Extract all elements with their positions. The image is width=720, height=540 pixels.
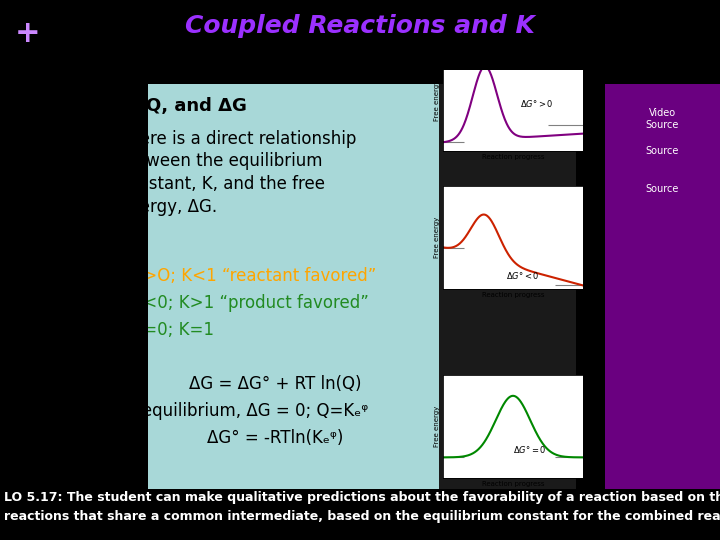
Text: Video
Source: Video Source <box>646 108 679 130</box>
Bar <box>594 84 605 489</box>
Text: ΔG = ΔG° + RT ln(Q): ΔG = ΔG° + RT ln(Q) <box>189 375 361 393</box>
X-axis label: Reaction progress: Reaction progress <box>482 481 544 487</box>
Bar <box>605 84 720 489</box>
Text: reactions that share a common intermediate, based on the equilibrium constant fo: reactions that share a common intermedia… <box>4 510 720 523</box>
Text: LO 5.17: The student can make qualitative predictions about the favorability of : LO 5.17: The student can make qualitativ… <box>4 491 720 504</box>
Text: ΔG=0; K=1: ΔG=0; K=1 <box>119 321 214 339</box>
Text: reactions that share a common intermediate, based on the equilibrium constant fo: reactions that share a common intermedia… <box>4 510 720 523</box>
Text: S: S <box>104 267 112 280</box>
Text: Source: Source <box>646 146 679 156</box>
Text: D: D <box>102 346 112 359</box>
Text: Source: Source <box>646 184 679 194</box>
X-axis label: Reaction progress: Reaction progress <box>482 292 544 298</box>
Text: Source: Source <box>646 184 679 194</box>
Bar <box>0 70 148 489</box>
Text: What: What <box>78 367 112 380</box>
Text: K, Q, and ΔG: K, Q, and ΔG <box>119 97 247 115</box>
Text: Source: Source <box>646 146 679 156</box>
Text: LO 5.17: The student can make qualitative predictions about the favorability of : LO 5.17: The student can make qualitativ… <box>4 491 720 504</box>
Text: $\Delta G° > 0$: $\Delta G° > 0$ <box>520 98 554 109</box>
Text: (: ( <box>107 321 112 334</box>
Bar <box>605 84 720 489</box>
Text: $\Delta G° < 0$: $\Delta G° < 0$ <box>506 269 539 281</box>
Text: ΔG<0; K>1 “product favored”: ΔG<0; K>1 “product favored” <box>119 294 369 312</box>
Text: ΔG° = -RTln(Kₑᵠ): ΔG° = -RTln(Kₑᵠ) <box>207 429 343 447</box>
Bar <box>0 70 144 489</box>
Bar <box>0 0 720 70</box>
Text: Coupled Reactions and K: Coupled Reactions and K <box>185 14 535 37</box>
Text: There is a direct relationship
between the equilibrium
constant, K, and the free: There is a direct relationship between t… <box>119 130 356 217</box>
X-axis label: Reaction progress: Reaction progress <box>482 154 544 160</box>
Text: +: + <box>14 19 40 48</box>
Y-axis label: Free energy: Free energy <box>434 406 440 447</box>
Y-axis label: Free energy: Free energy <box>434 79 440 120</box>
Text: pro: pro <box>84 381 112 394</box>
Text: (: ( <box>107 294 112 307</box>
Bar <box>112 84 439 489</box>
Text: At equilibrium, ΔG = 0; Q=Kₑᵠ: At equilibrium, ΔG = 0; Q=Kₑᵠ <box>119 402 368 420</box>
Text: ΔG>O; K<1 “reactant favored”: ΔG>O; K<1 “reactant favored” <box>119 267 376 285</box>
Bar <box>0 490 720 540</box>
Bar <box>0 0 720 70</box>
Bar <box>594 49 720 491</box>
Text: Video
Source: Video Source <box>646 108 679 130</box>
Text: $\Delta G° = 0$: $\Delta G° = 0$ <box>513 444 546 455</box>
Text: +: + <box>14 19 40 48</box>
Text: Coupled Reactions and K: Coupled Reactions and K <box>185 14 535 37</box>
Bar <box>605 70 720 489</box>
Y-axis label: Free energy: Free energy <box>434 217 440 258</box>
Bar <box>439 84 576 489</box>
